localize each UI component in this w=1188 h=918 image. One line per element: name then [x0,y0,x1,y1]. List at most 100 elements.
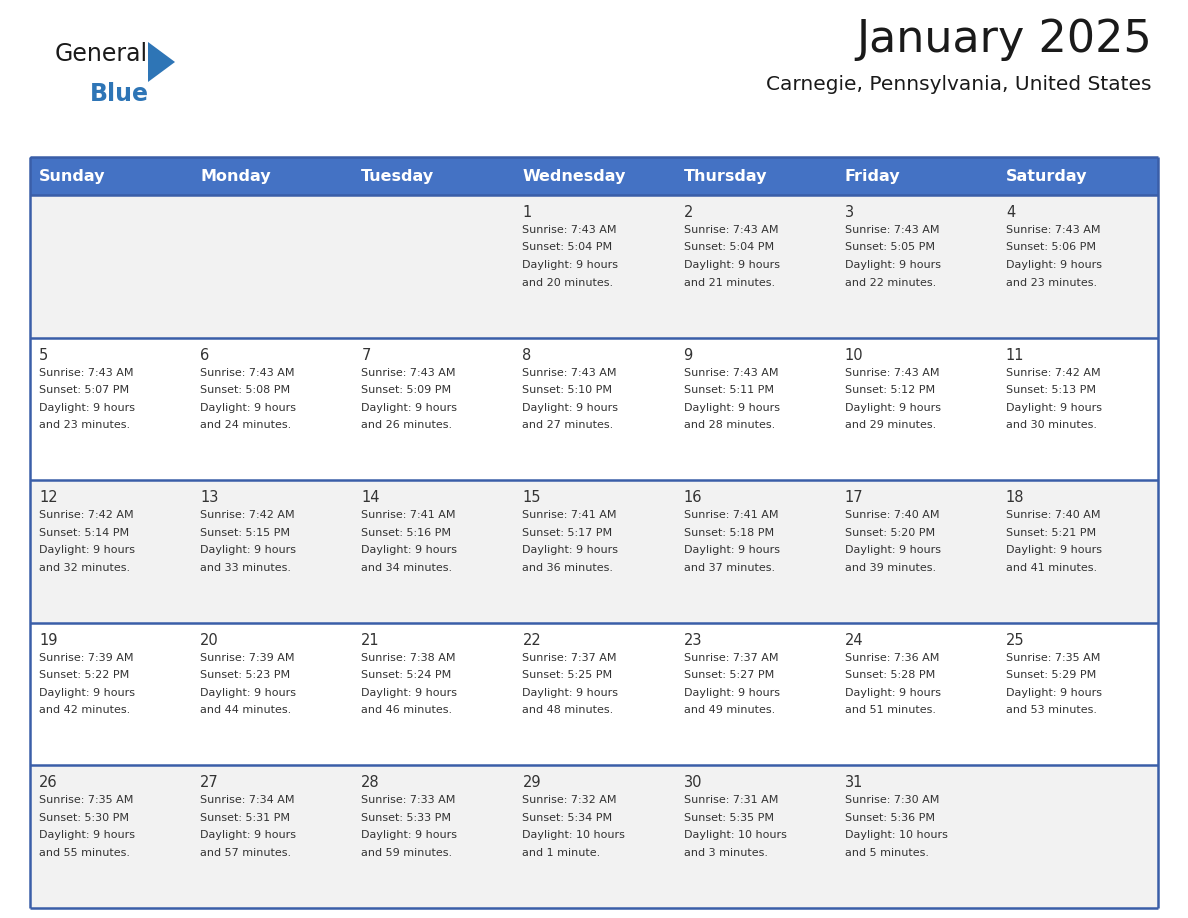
Text: and 49 minutes.: and 49 minutes. [683,705,775,715]
Text: 7: 7 [361,348,371,363]
Text: Sunset: 5:04 PM: Sunset: 5:04 PM [523,242,613,252]
Text: and 55 minutes.: and 55 minutes. [39,848,129,858]
Text: Sunset: 5:18 PM: Sunset: 5:18 PM [683,528,773,538]
Text: Sunset: 5:23 PM: Sunset: 5:23 PM [200,670,290,680]
Text: Sunrise: 7:36 AM: Sunrise: 7:36 AM [845,653,939,663]
Text: Sunset: 5:30 PM: Sunset: 5:30 PM [39,813,129,823]
Text: 13: 13 [200,490,219,505]
Text: and 57 minutes.: and 57 minutes. [200,848,291,858]
Text: Sunset: 5:13 PM: Sunset: 5:13 PM [1006,385,1095,395]
Bar [835,766,997,908]
Text: Sunrise: 7:41 AM: Sunrise: 7:41 AM [523,510,617,521]
Text: and 1 minute.: and 1 minute. [523,848,601,858]
Text: 20: 20 [200,633,219,648]
Text: 27: 27 [200,776,219,790]
Bar [513,480,675,622]
Bar [30,157,191,195]
Bar [353,157,513,195]
Text: Daylight: 9 hours: Daylight: 9 hours [1006,545,1101,555]
Bar [191,157,353,195]
Text: Wednesday: Wednesday [523,169,626,184]
Text: and 24 minutes.: and 24 minutes. [200,420,291,431]
Bar [675,766,835,908]
Text: Sunset: 5:05 PM: Sunset: 5:05 PM [845,242,935,252]
Text: Sunrise: 7:43 AM: Sunrise: 7:43 AM [523,225,617,235]
Text: 10: 10 [845,348,864,363]
Text: Daylight: 9 hours: Daylight: 9 hours [845,545,941,555]
Text: General: General [55,42,148,66]
Text: and 3 minutes.: and 3 minutes. [683,848,767,858]
Text: 21: 21 [361,633,380,648]
Text: Sunset: 5:34 PM: Sunset: 5:34 PM [523,813,613,823]
Bar [835,338,997,480]
Text: Sunday: Sunday [39,169,106,184]
Text: and 48 minutes.: and 48 minutes. [523,705,614,715]
Text: 17: 17 [845,490,864,505]
Text: Daylight: 9 hours: Daylight: 9 hours [1006,260,1101,270]
Text: Sunrise: 7:43 AM: Sunrise: 7:43 AM [683,225,778,235]
Text: Sunset: 5:07 PM: Sunset: 5:07 PM [39,385,129,395]
Text: Sunrise: 7:39 AM: Sunrise: 7:39 AM [39,653,133,663]
Text: 26: 26 [39,776,58,790]
Text: Sunrise: 7:41 AM: Sunrise: 7:41 AM [361,510,456,521]
Text: Sunset: 5:10 PM: Sunset: 5:10 PM [523,385,613,395]
Text: Sunrise: 7:33 AM: Sunrise: 7:33 AM [361,795,456,805]
Bar [353,766,513,908]
Bar [30,766,191,908]
Text: Sunrise: 7:43 AM: Sunrise: 7:43 AM [200,367,295,377]
Bar [997,338,1158,480]
Text: Sunset: 5:33 PM: Sunset: 5:33 PM [361,813,451,823]
Text: Sunrise: 7:43 AM: Sunrise: 7:43 AM [523,367,617,377]
Bar [835,480,997,622]
Text: and 30 minutes.: and 30 minutes. [1006,420,1097,431]
Text: Sunrise: 7:31 AM: Sunrise: 7:31 AM [683,795,778,805]
Text: 6: 6 [200,348,209,363]
Text: and 23 minutes.: and 23 minutes. [39,420,131,431]
Text: Sunrise: 7:34 AM: Sunrise: 7:34 AM [200,795,295,805]
Text: Sunrise: 7:43 AM: Sunrise: 7:43 AM [1006,225,1100,235]
Bar [30,195,191,338]
Text: Sunrise: 7:40 AM: Sunrise: 7:40 AM [1006,510,1100,521]
Text: Sunrise: 7:37 AM: Sunrise: 7:37 AM [523,653,617,663]
Text: Sunset: 5:06 PM: Sunset: 5:06 PM [1006,242,1095,252]
Text: and 23 minutes.: and 23 minutes. [1006,277,1097,287]
Text: and 20 minutes.: and 20 minutes. [523,277,613,287]
Text: Sunset: 5:08 PM: Sunset: 5:08 PM [200,385,290,395]
Text: Daylight: 9 hours: Daylight: 9 hours [683,688,779,698]
Text: Daylight: 9 hours: Daylight: 9 hours [1006,403,1101,412]
Text: Sunrise: 7:32 AM: Sunrise: 7:32 AM [523,795,617,805]
Bar [675,195,835,338]
Text: Monday: Monday [200,169,271,184]
Bar [997,480,1158,622]
Text: Sunset: 5:22 PM: Sunset: 5:22 PM [39,670,129,680]
Text: and 37 minutes.: and 37 minutes. [683,563,775,573]
Bar [513,622,675,766]
Text: Daylight: 9 hours: Daylight: 9 hours [683,403,779,412]
Text: and 36 minutes.: and 36 minutes. [523,563,613,573]
Text: and 22 minutes.: and 22 minutes. [845,277,936,287]
Text: and 53 minutes.: and 53 minutes. [1006,705,1097,715]
Text: Daylight: 9 hours: Daylight: 9 hours [523,688,619,698]
Text: Thursday: Thursday [683,169,767,184]
Text: Sunset: 5:21 PM: Sunset: 5:21 PM [1006,528,1097,538]
Text: Sunset: 5:15 PM: Sunset: 5:15 PM [200,528,290,538]
Text: Sunset: 5:29 PM: Sunset: 5:29 PM [1006,670,1097,680]
Text: Daylight: 9 hours: Daylight: 9 hours [361,545,457,555]
Bar [513,338,675,480]
Text: and 34 minutes.: and 34 minutes. [361,563,453,573]
Text: 4: 4 [1006,205,1015,220]
Text: Saturday: Saturday [1006,169,1087,184]
Bar [191,195,353,338]
Bar [997,766,1158,908]
Text: 1: 1 [523,205,532,220]
Text: Sunrise: 7:42 AM: Sunrise: 7:42 AM [1006,367,1100,377]
Bar [675,480,835,622]
Bar [997,622,1158,766]
Text: 25: 25 [1006,633,1024,648]
Text: Sunset: 5:35 PM: Sunset: 5:35 PM [683,813,773,823]
Text: Daylight: 9 hours: Daylight: 9 hours [845,260,941,270]
Text: and 42 minutes.: and 42 minutes. [39,705,131,715]
Text: Sunset: 5:11 PM: Sunset: 5:11 PM [683,385,773,395]
Bar [191,338,353,480]
Text: and 51 minutes.: and 51 minutes. [845,705,936,715]
